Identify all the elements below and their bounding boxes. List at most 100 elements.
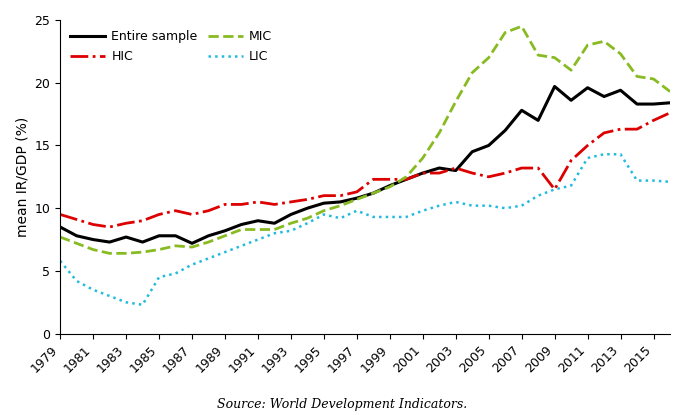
MIC bbox=[633, 74, 641, 79]
LIC bbox=[386, 215, 394, 220]
Entire sample bbox=[353, 195, 361, 200]
MIC bbox=[221, 233, 229, 238]
LIC bbox=[484, 203, 493, 208]
Line: Entire sample: Entire sample bbox=[60, 86, 670, 243]
HIC bbox=[600, 130, 608, 135]
MIC bbox=[237, 227, 245, 232]
Text: Source: World Development Indicators.: Source: World Development Indicators. bbox=[217, 398, 468, 411]
LIC bbox=[155, 275, 163, 280]
LIC bbox=[584, 156, 592, 161]
LIC bbox=[204, 256, 212, 261]
MIC bbox=[138, 249, 147, 254]
HIC bbox=[221, 202, 229, 207]
LIC bbox=[468, 203, 476, 208]
Entire sample bbox=[171, 233, 179, 238]
Y-axis label: mean IR/GDP (%): mean IR/GDP (%) bbox=[15, 117, 29, 237]
LIC bbox=[518, 203, 526, 208]
Entire sample bbox=[551, 84, 559, 89]
Entire sample bbox=[518, 108, 526, 113]
Entire sample bbox=[237, 222, 245, 227]
LIC bbox=[237, 243, 245, 248]
HIC bbox=[138, 218, 147, 223]
HIC bbox=[584, 143, 592, 148]
Entire sample bbox=[666, 100, 674, 105]
HIC bbox=[666, 110, 674, 115]
Line: MIC: MIC bbox=[60, 26, 670, 253]
Entire sample bbox=[56, 225, 64, 229]
MIC bbox=[649, 76, 658, 81]
Entire sample bbox=[369, 190, 377, 195]
HIC bbox=[320, 193, 328, 198]
LIC bbox=[649, 178, 658, 183]
Entire sample bbox=[73, 233, 81, 238]
Entire sample bbox=[600, 94, 608, 99]
HIC bbox=[122, 221, 130, 226]
LIC bbox=[353, 208, 361, 213]
Entire sample bbox=[138, 239, 147, 244]
MIC bbox=[501, 30, 509, 35]
Entire sample bbox=[468, 149, 476, 154]
HIC bbox=[369, 177, 377, 182]
HIC bbox=[254, 200, 262, 205]
Legend: Entire sample, HIC, MIC, LIC: Entire sample, HIC, MIC, LIC bbox=[66, 26, 276, 67]
LIC bbox=[122, 300, 130, 305]
Line: LIC: LIC bbox=[60, 154, 670, 305]
Entire sample bbox=[402, 177, 410, 182]
HIC bbox=[435, 171, 443, 176]
Entire sample bbox=[484, 143, 493, 148]
LIC bbox=[56, 259, 64, 264]
HIC bbox=[386, 177, 394, 182]
LIC bbox=[287, 228, 295, 233]
HIC bbox=[451, 166, 460, 171]
Entire sample bbox=[567, 98, 575, 103]
LIC bbox=[188, 262, 196, 267]
MIC bbox=[600, 39, 608, 44]
HIC bbox=[468, 171, 476, 176]
Entire sample bbox=[435, 166, 443, 171]
Entire sample bbox=[271, 221, 279, 226]
HIC bbox=[237, 202, 245, 207]
MIC bbox=[287, 221, 295, 226]
HIC bbox=[534, 166, 543, 171]
LIC bbox=[320, 212, 328, 217]
Entire sample bbox=[89, 237, 97, 242]
Entire sample bbox=[204, 233, 212, 238]
MIC bbox=[534, 53, 543, 58]
Entire sample bbox=[649, 102, 658, 107]
LIC bbox=[567, 183, 575, 188]
MIC bbox=[518, 24, 526, 29]
Entire sample bbox=[287, 212, 295, 217]
MIC bbox=[188, 244, 196, 249]
LIC bbox=[336, 216, 345, 221]
HIC bbox=[501, 171, 509, 176]
MIC bbox=[616, 51, 625, 56]
HIC bbox=[353, 189, 361, 194]
LIC bbox=[551, 187, 559, 192]
Entire sample bbox=[386, 183, 394, 188]
LIC bbox=[89, 287, 97, 292]
MIC bbox=[303, 216, 312, 221]
MIC bbox=[386, 184, 394, 189]
MIC bbox=[336, 203, 345, 208]
LIC bbox=[171, 271, 179, 276]
Entire sample bbox=[303, 206, 312, 211]
LIC bbox=[435, 203, 443, 208]
HIC bbox=[402, 177, 410, 182]
LIC bbox=[138, 302, 147, 307]
MIC bbox=[320, 208, 328, 213]
Entire sample bbox=[336, 200, 345, 205]
MIC bbox=[551, 55, 559, 60]
HIC bbox=[287, 200, 295, 205]
HIC bbox=[171, 208, 179, 213]
LIC bbox=[633, 178, 641, 183]
LIC bbox=[402, 215, 410, 220]
MIC bbox=[584, 43, 592, 48]
Entire sample bbox=[188, 241, 196, 246]
MIC bbox=[451, 99, 460, 104]
LIC bbox=[419, 208, 427, 213]
Entire sample bbox=[451, 168, 460, 173]
Entire sample bbox=[501, 128, 509, 133]
Entire sample bbox=[155, 233, 163, 238]
LIC bbox=[616, 152, 625, 157]
LIC bbox=[254, 237, 262, 242]
